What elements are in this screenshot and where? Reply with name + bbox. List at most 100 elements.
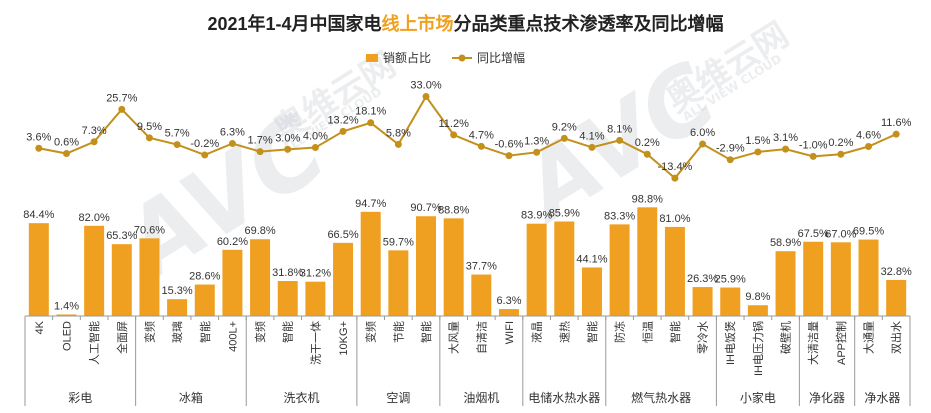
bar-value-label: 82.0% xyxy=(79,212,110,224)
legend-label-line: 同比增幅 xyxy=(477,50,525,65)
growth-value-label: 3.1% xyxy=(773,132,798,144)
category-label: 玻璃 xyxy=(170,321,184,343)
category-label: 400L+ xyxy=(227,321,239,352)
category-labels: 4K OLED 人工智能 全面屏 变频 玻璃 智能 400L+ 变频 智能 洗干一体 10KG+ 变频节… xyxy=(34,320,903,376)
growth-value-label: 0.2% xyxy=(635,137,660,149)
growth-point xyxy=(367,119,375,127)
bar-value-label: 28.6% xyxy=(189,271,220,283)
bar xyxy=(886,279,907,316)
category-label: 智能 xyxy=(585,321,599,343)
bar xyxy=(775,251,796,316)
bar xyxy=(692,287,713,316)
x-axis xyxy=(24,315,911,320)
growth-value-label: 1.3% xyxy=(524,135,549,147)
bar-value-label: 37.7% xyxy=(466,261,497,273)
growth-value-label: -2.9% xyxy=(716,143,745,155)
growth-point xyxy=(726,156,734,164)
category-label: 双出水 xyxy=(889,321,903,354)
growth-point xyxy=(533,148,541,156)
growth-point xyxy=(616,136,624,144)
growth-value-label: -0.2% xyxy=(190,138,219,150)
bar xyxy=(222,249,243,316)
growth-point xyxy=(394,140,402,148)
growth-point xyxy=(643,150,651,158)
bar-value-label: 67.5% xyxy=(798,228,829,240)
growth-value-label: 18.1% xyxy=(355,106,386,118)
growth-value-label: 8.1% xyxy=(607,123,632,135)
title-suffix: 分品类重点技术渗透率及同比增幅 xyxy=(453,14,724,34)
bar-value-label: 9.8% xyxy=(745,291,770,303)
bars xyxy=(28,207,907,316)
bar xyxy=(720,287,741,316)
growth-point xyxy=(62,150,70,158)
growth-value-label: 0.2% xyxy=(828,137,853,149)
growth-point xyxy=(671,174,679,182)
bar-value-label: 94.7% xyxy=(355,198,386,210)
category-label: IH电压力锅 xyxy=(752,321,765,376)
growth-point xyxy=(118,105,126,113)
bar xyxy=(84,225,105,316)
line-series xyxy=(35,93,900,182)
bar xyxy=(747,305,768,316)
bar-value-label: 66.5% xyxy=(327,229,358,241)
category-label: 大通量 xyxy=(862,321,876,354)
group-label: 净水器 xyxy=(864,391,900,405)
growth-point xyxy=(284,145,292,153)
legend-label-bar: 销额占比 xyxy=(383,50,431,65)
bar xyxy=(664,226,685,316)
category-label: APP控制 xyxy=(834,321,848,365)
growth-value-label: 4.6% xyxy=(856,130,881,142)
growth-point xyxy=(588,143,596,151)
category-label: 节能 xyxy=(391,321,405,343)
growth-point xyxy=(228,140,236,148)
growth-value-label: 33.0% xyxy=(410,80,441,92)
bar-value-label: 69.8% xyxy=(244,225,275,237)
bar-value-label: 85.9% xyxy=(549,208,580,220)
category-label: 变频 xyxy=(253,321,267,343)
bar xyxy=(830,242,851,316)
bar-value-label: 59.7% xyxy=(383,236,414,248)
category-label: 变频 xyxy=(364,321,378,343)
growth-point xyxy=(892,130,900,138)
bar xyxy=(803,241,824,316)
bar xyxy=(333,242,354,316)
bar xyxy=(471,274,492,316)
group-label: 空调 xyxy=(386,391,410,405)
group-labels: 彩电 冰箱 洗衣机 空调 油烟机 电储水热水器 燃气热水器 小家电 净化器 净水器 xyxy=(24,316,911,406)
growth-point xyxy=(754,148,762,156)
category-label: 智能 xyxy=(668,321,682,343)
growth-point xyxy=(145,134,153,142)
bar-value-label: 69.5% xyxy=(853,226,884,238)
category-label: OLED xyxy=(61,321,73,351)
growth-point xyxy=(477,142,485,150)
bar-value-label: 83.3% xyxy=(604,210,635,222)
bar xyxy=(609,224,630,316)
growth-point xyxy=(560,134,568,142)
bar-value-label: 58.9% xyxy=(770,237,801,249)
group-label: 油烟机 xyxy=(463,391,499,405)
bar xyxy=(554,221,575,316)
bar xyxy=(498,309,519,316)
bar-value-label: 44.1% xyxy=(576,253,607,265)
category-label: 全面屏 xyxy=(115,321,129,354)
title-highlight: 线上市场 xyxy=(381,14,454,34)
growth-point xyxy=(809,152,817,160)
bar-value-label: 15.3% xyxy=(162,285,193,297)
growth-point xyxy=(339,127,347,135)
bar xyxy=(28,223,49,316)
growth-point xyxy=(35,144,43,152)
bar xyxy=(305,281,326,316)
category-label: 变频 xyxy=(142,321,156,343)
bar xyxy=(277,281,298,316)
bar xyxy=(250,239,271,316)
group-label: 燃气热水器 xyxy=(631,390,691,405)
category-label: WIFI xyxy=(504,321,516,344)
growth-value-label: 0.6% xyxy=(54,137,79,149)
growth-point xyxy=(865,143,873,151)
category-label: 大清洁量 xyxy=(806,321,820,365)
legend-swatch-bar xyxy=(366,54,378,62)
bar xyxy=(858,239,879,316)
bar xyxy=(56,314,77,316)
growth-point xyxy=(422,93,430,101)
